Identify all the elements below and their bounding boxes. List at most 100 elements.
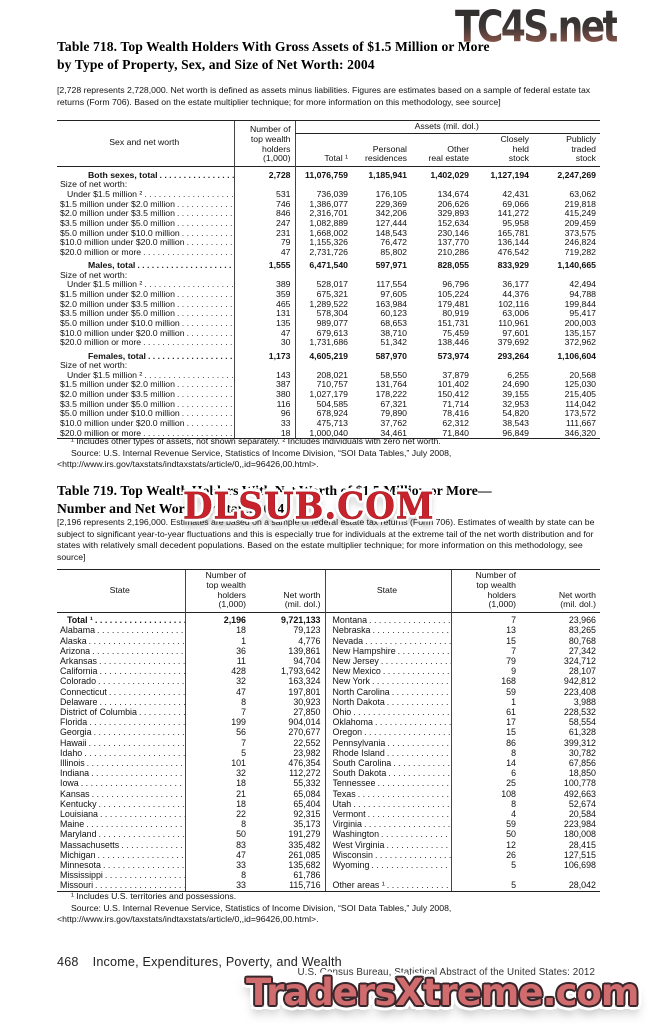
row-label: $2.0 million under $3.5 million bbox=[60, 299, 175, 309]
cell-closely-held-stock: 44,376 bbox=[502, 289, 529, 300]
cell-total-assets: 1,731,686 bbox=[294, 338, 352, 348]
cell-holders: 101 bbox=[184, 758, 250, 769]
state-label: Minnesota bbox=[60, 860, 101, 871]
cell-holders: 135 bbox=[233, 318, 295, 329]
cell-networth: 79,123 bbox=[293, 625, 321, 636]
cell-networth: 30,782 bbox=[568, 747, 596, 758]
cell-holders: 531 bbox=[233, 189, 295, 200]
cell-total-assets: 1,289,522 bbox=[294, 299, 352, 310]
cell-holders: 15 bbox=[450, 727, 520, 738]
cell-closely-held-stock: 96,849 bbox=[502, 427, 529, 438]
row-label: $1.5 million under $2.0 million bbox=[60, 380, 175, 390]
row-label: $3.5 million under $5.0 million bbox=[60, 309, 175, 319]
state-label: Washington bbox=[332, 829, 380, 840]
cell-networth: 270,677 bbox=[288, 727, 321, 738]
cell-closely-held-stock: 39,155 bbox=[502, 389, 529, 400]
cell-closely-held-stock: 102,116 bbox=[498, 298, 529, 309]
cell-networth: 223,408 bbox=[563, 686, 596, 697]
cell-other-real-estate: 62,312 bbox=[442, 418, 469, 429]
cell-closely-held-stock: 141,272 bbox=[497, 208, 529, 219]
cell-holders: 5 bbox=[184, 747, 250, 759]
cell-publicly-traded-stock: 372,962 bbox=[564, 337, 596, 348]
cell-holders: 116 bbox=[233, 399, 295, 410]
table-row: $2.0 million under $3.5 million 380 1,02… bbox=[57, 389, 600, 400]
table-718-note: [2,728 represents 2,728,000. Net worth i… bbox=[57, 85, 591, 107]
cell-networth: 52,674 bbox=[568, 798, 596, 809]
cell-total-assets: 1,027,179 bbox=[294, 389, 352, 400]
cell-networth: 399,312 bbox=[563, 737, 596, 748]
state-label: Oregon bbox=[332, 727, 363, 738]
cell-holders bbox=[233, 270, 295, 281]
cell-publicly-traded-stock: 63,062 bbox=[569, 189, 596, 199]
cell-holders: 247 bbox=[233, 218, 295, 229]
section-title: Income, Expenditures, Poverty, and Wealt… bbox=[92, 955, 342, 969]
cell-personal-residences: 176,105 bbox=[375, 189, 407, 199]
cell-holders: 12 bbox=[450, 839, 520, 850]
state-label: New Mexico bbox=[332, 666, 381, 677]
state-label: District of Columbia bbox=[60, 707, 137, 718]
state-label: Pennsylvania bbox=[332, 737, 386, 748]
cell-holders: 86 bbox=[450, 737, 520, 748]
cell-holders: 11 bbox=[184, 656, 250, 667]
state-label: West Virginia bbox=[332, 839, 385, 850]
cell-other-real-estate: 137,770 bbox=[437, 237, 469, 248]
cell-closely-held-stock: 69,066 bbox=[502, 198, 529, 209]
table-row: Delaware 8 30,923 North Dakota 1 3,988 bbox=[57, 696, 600, 708]
cell-closely-held-stock: 6,255 bbox=[507, 369, 529, 380]
row-label: $3.5 million under $5.0 million bbox=[60, 218, 175, 228]
cell-personal-residences: 127,444 bbox=[375, 217, 407, 228]
cell-networth: 3,988 bbox=[573, 696, 596, 707]
cell-networth: 65,084 bbox=[293, 788, 321, 799]
cell-other-real-estate: 151,731 bbox=[437, 318, 469, 329]
cell-holders: 9 bbox=[450, 666, 520, 677]
table-row: Arkansas 11 94,704 New Jersey 79 324,712 bbox=[57, 656, 600, 667]
cell-other-real-estate: 71,840 bbox=[442, 427, 469, 438]
row-label: Under $1.5 million ² bbox=[67, 190, 143, 199]
cell-other-real-estate: 101,402 bbox=[437, 379, 469, 390]
table-719-title: Table 719. Top Wealth Holders With Net W… bbox=[57, 483, 492, 516]
cell-personal-residences: 597,971 bbox=[375, 260, 407, 271]
cell-personal-residences: 37,762 bbox=[380, 418, 407, 429]
table-row: Iowa 18 55,332 Tennessee 25 100,778 bbox=[57, 778, 600, 789]
table-row: Georgia 56 270,677 Oregon 15 61,328 bbox=[57, 727, 600, 738]
state-label: Missouri bbox=[60, 880, 94, 891]
cell-closely-held-stock: 110,961 bbox=[498, 318, 529, 329]
cell-total-assets: 675,321 bbox=[294, 289, 352, 300]
cell-holders: 18 bbox=[233, 428, 295, 439]
row-label: Males, total bbox=[88, 261, 136, 271]
cell-total-assets: 1,386,077 bbox=[294, 199, 352, 210]
cell-holders: 18 bbox=[184, 778, 250, 789]
table-718-header: Sex and net worth Number of top wealth h… bbox=[57, 121, 600, 167]
state-label: Florida bbox=[60, 717, 88, 728]
cell-holders: 50 bbox=[184, 829, 250, 840]
cell-networth: 476,354 bbox=[288, 758, 321, 769]
table-row: Connecticut 47 197,801 North Carolina 59… bbox=[57, 686, 600, 697]
cell-holders: 465 bbox=[233, 299, 295, 310]
column-header-state-left: State bbox=[109, 584, 130, 595]
cell-personal-residences: 76,472 bbox=[380, 237, 407, 248]
row-label: $20.0 million or more bbox=[60, 247, 142, 257]
cell-other-real-estate: 329,893 bbox=[437, 208, 469, 219]
cell-publicly-traded-stock: 125,030 bbox=[564, 379, 596, 390]
cell-closely-held-stock: 833,929 bbox=[497, 260, 529, 271]
cell-other-real-estate: 150,412 bbox=[437, 389, 469, 400]
cell-other-real-estate: 210,286 bbox=[437, 246, 469, 257]
cell-networth: 9,721,133 bbox=[281, 615, 321, 626]
row-label: Females, total bbox=[88, 351, 146, 361]
cell-holders: 14 bbox=[450, 758, 520, 769]
table-row: Both sexes, total 2,728 11,076,759 1,185… bbox=[57, 166, 600, 181]
cell-holders: 26 bbox=[450, 849, 520, 861]
cell-closely-held-stock: 54,820 bbox=[502, 408, 529, 419]
page-number: 468 bbox=[57, 955, 79, 969]
table-719-source: Source: U.S. Internal Revenue Service, S… bbox=[57, 903, 452, 925]
cell-holders: 25 bbox=[450, 778, 520, 789]
table-row: Indiana 32 112,272 South Dakota 6 18,850 bbox=[57, 768, 600, 779]
cell-holders: 6 bbox=[450, 768, 520, 779]
cell-total-assets: 475,713 bbox=[294, 418, 352, 429]
state-label: Arkansas bbox=[60, 656, 97, 666]
state-label: Rhode Island bbox=[332, 747, 385, 758]
cell-personal-residences: 178,222 bbox=[375, 389, 407, 400]
row-label: $20.0 million or more bbox=[60, 428, 142, 438]
cell-publicly-traded-stock: 373,575 bbox=[564, 227, 596, 238]
cell-holders: 5 bbox=[450, 880, 520, 891]
